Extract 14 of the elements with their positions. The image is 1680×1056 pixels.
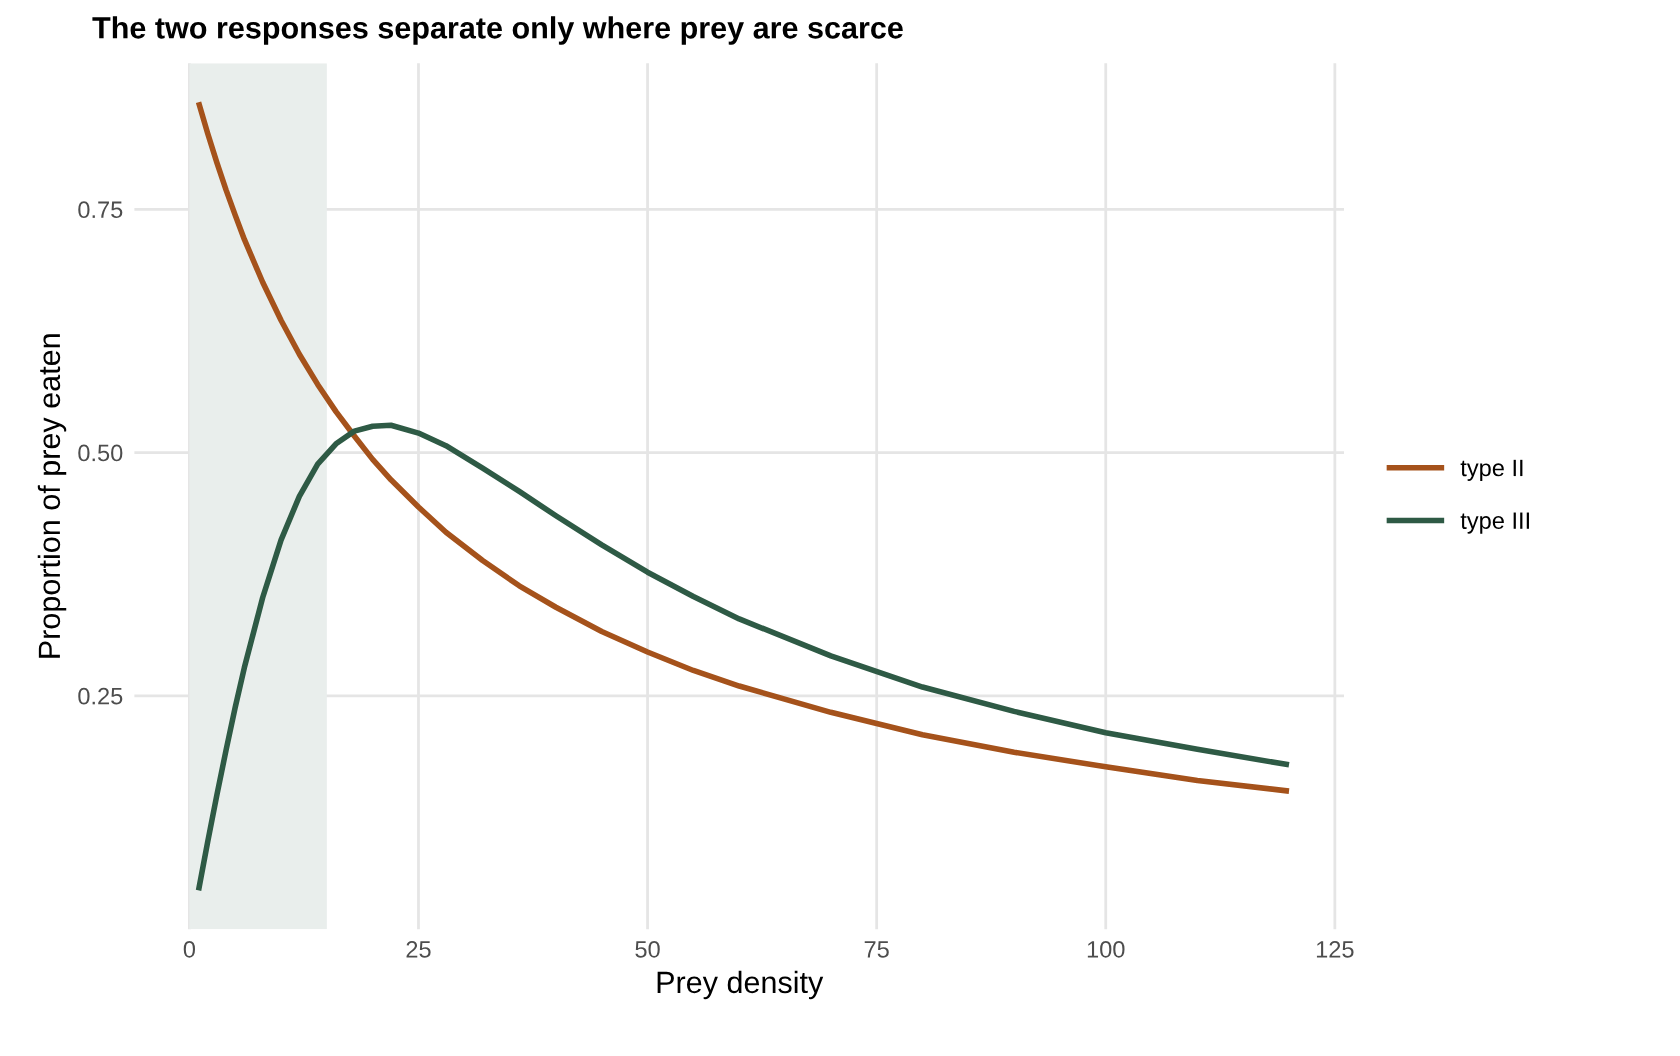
legend-label: type II — [1460, 459, 1523, 481]
x-axis-title: Prey density — [657, 970, 824, 1000]
y-axis-title: Proportion of prey eaten — [37, 334, 67, 658]
x-tick-label: 125 — [1316, 941, 1354, 958]
y-tick-label: 0.25 — [78, 687, 123, 705]
x-tick-label: 25 — [406, 941, 431, 958]
legend-label: type III — [1460, 512, 1529, 534]
x-tick-label: 75 — [864, 941, 889, 958]
x-tick-label: 0 — [183, 941, 196, 958]
y-tick-label: 0.50 — [78, 444, 123, 462]
y-tick-label: 0.75 — [78, 201, 123, 219]
x-tick-label: 50 — [635, 941, 660, 958]
x-tick-label: 100 — [1087, 941, 1125, 958]
chart-title: The two responses separate only where prey are scarce — [92, 16, 903, 45]
